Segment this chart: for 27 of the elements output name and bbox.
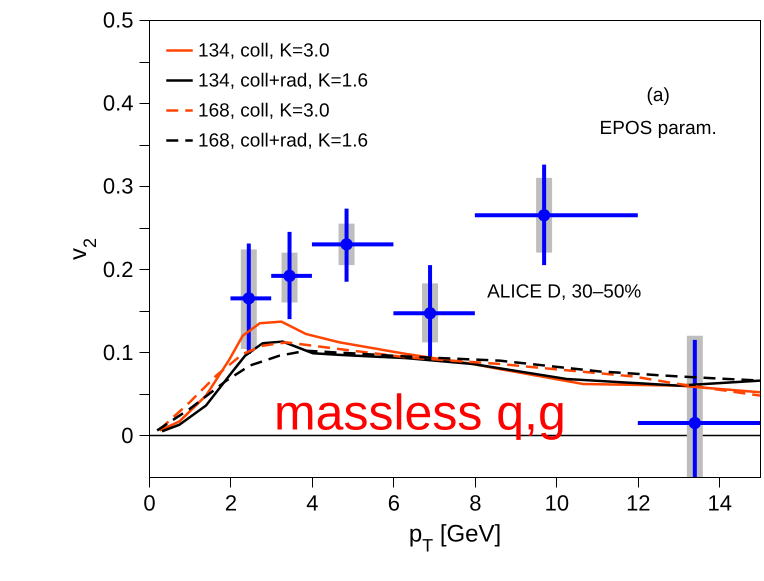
x-tick-label: 2 xyxy=(224,490,238,516)
point xyxy=(424,307,436,320)
annotation: EPOS param. xyxy=(600,118,717,140)
annotation: (a) xyxy=(646,84,670,106)
y-tick-label: 0.1 xyxy=(102,340,134,365)
legend-label: 134, coll, K=3.0 xyxy=(198,40,330,62)
legend-label: 168, coll+rad, K=1.6 xyxy=(198,130,368,152)
x-tick-label: 8 xyxy=(469,490,482,516)
x-tick-label: 10 xyxy=(544,490,570,516)
point xyxy=(242,292,255,304)
x-tick-label: 14 xyxy=(708,490,732,516)
y-tick-label: 0.4 xyxy=(102,90,134,116)
legend-label: 168, coll, K=3.0 xyxy=(198,100,330,122)
x-tick-label: 6 xyxy=(388,490,400,516)
point xyxy=(538,209,550,222)
y-tick-label: 0.5 xyxy=(102,8,134,32)
x-tick-label: 0 xyxy=(143,490,156,516)
y-tick-label: 0.3 xyxy=(102,174,134,199)
legend-label: 134, coll+rad, K=1.6 xyxy=(198,70,368,92)
x-tick-label: 4 xyxy=(306,490,319,516)
text: ALICE D, 30–50% xyxy=(487,282,642,303)
y-tick-label: 0 xyxy=(121,422,134,448)
y-tick-label: 0.2 xyxy=(102,256,134,282)
annotation: massless q,g xyxy=(274,384,566,441)
x-tick-label: 12 xyxy=(626,490,651,516)
point xyxy=(688,416,701,430)
x-axis-title: p$_{T}$ [GeV] xyxy=(408,520,502,556)
